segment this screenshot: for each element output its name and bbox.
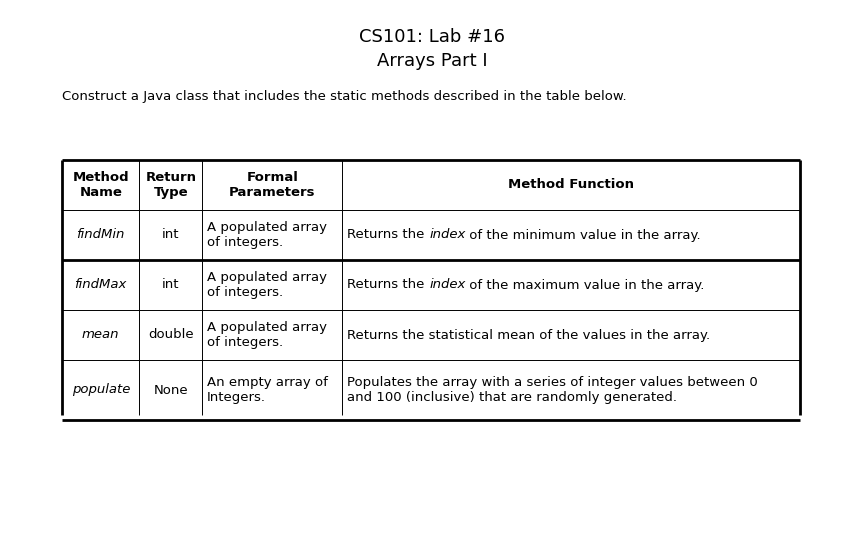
Text: Return
Type: Return Type: [145, 171, 196, 199]
Text: findMin: findMin: [77, 229, 125, 241]
Text: Method
Name: Method Name: [73, 171, 129, 199]
Text: Returns the statistical mean of the values in the array.: Returns the statistical mean of the valu…: [347, 329, 710, 341]
Text: index: index: [429, 229, 466, 241]
Text: index: index: [429, 279, 466, 291]
Text: A populated array
of integers.: A populated array of integers.: [207, 271, 327, 299]
Text: Returns the: Returns the: [347, 229, 429, 241]
Text: An empty array of
Integers.: An empty array of Integers.: [207, 376, 328, 404]
Text: of the maximum value in the array.: of the maximum value in the array.: [466, 279, 705, 291]
Text: A populated array
of integers.: A populated array of integers.: [207, 321, 327, 349]
Text: int: int: [162, 279, 180, 291]
Text: Method Function: Method Function: [508, 178, 634, 191]
Text: CS101: Lab #16: CS101: Lab #16: [359, 28, 505, 46]
Text: double: double: [148, 329, 194, 341]
Text: Construct a Java class that includes the static methods described in the table b: Construct a Java class that includes the…: [62, 90, 626, 103]
Text: Arrays Part I: Arrays Part I: [377, 52, 487, 70]
Text: A populated array
of integers.: A populated array of integers.: [207, 221, 327, 249]
Text: int: int: [162, 229, 180, 241]
Text: Returns the: Returns the: [347, 279, 429, 291]
Text: findMax: findMax: [74, 279, 127, 291]
Text: Formal
Parameters: Formal Parameters: [229, 171, 315, 199]
Text: populate: populate: [72, 384, 130, 396]
Text: mean: mean: [82, 329, 119, 341]
Text: Populates the array with a series of integer values between 0
and 100 (inclusive: Populates the array with a series of int…: [347, 376, 759, 404]
Text: of the minimum value in the array.: of the minimum value in the array.: [466, 229, 701, 241]
Text: None: None: [154, 384, 188, 396]
